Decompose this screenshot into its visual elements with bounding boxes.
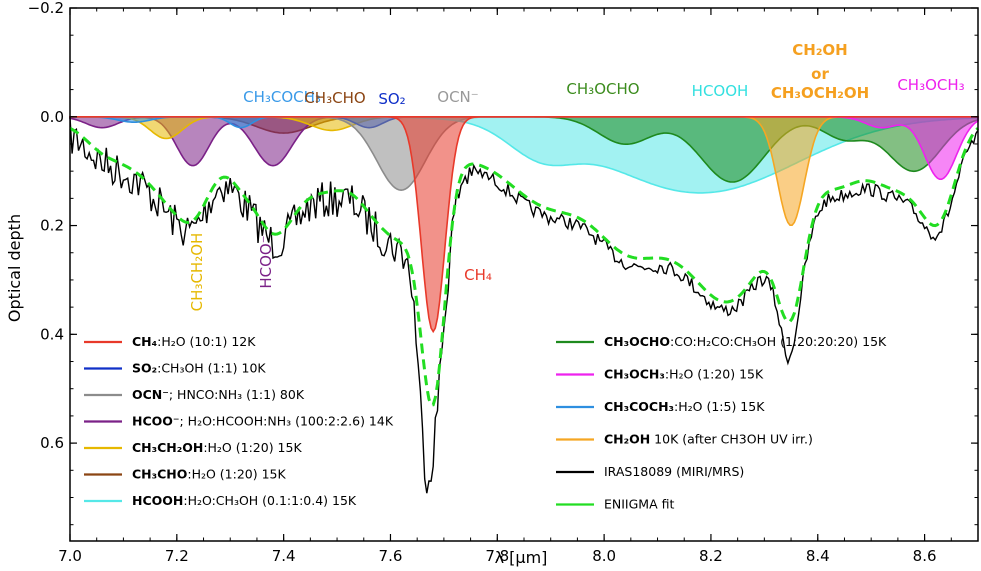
label-ch3och3: CH₃OCH₃	[897, 76, 964, 94]
fit-line	[69, 126, 980, 407]
legend-right-entry: ENIIGMA fit	[604, 497, 674, 512]
x-tick-label: 7.8	[485, 547, 509, 565]
legend-left-entry: CH₄:H₂O (10:1) 12K	[132, 334, 256, 349]
x-tick-label: 8.6	[913, 547, 937, 565]
label-ch3ch2oh: CH₃CH₂OH	[188, 233, 206, 312]
component-areas	[69, 115, 979, 334]
legend-right-entry: IRAS18089 (MIRI/MRS)	[604, 464, 744, 479]
y-tick-label: 0.2	[40, 217, 64, 235]
x-tick-label: 8.0	[592, 547, 616, 565]
label-ch3ocho: CH₃OCHO	[566, 80, 639, 98]
axis-ticks: 7.0 7.2 7.4 7.6 7.8 8.0 8.2 8.4 8.6 −0.2 0.0 0.2 0.4…	[28, 0, 979, 565]
spectrum-lines	[69, 117, 980, 494]
observed-spectrum-line	[69, 117, 979, 494]
label-ch4: CH₄	[464, 266, 492, 284]
y-axis-label: Optical depth	[5, 214, 24, 322]
x-tick-label: 8.2	[699, 547, 723, 565]
legend-left-entry: HCOOH:H₂O:CH₃OH (0.1:1:0.4) 15K	[132, 493, 357, 508]
legend-left-entry: SO₂:CH₃OH (1:1) 10K	[132, 361, 266, 376]
legend-left-entry: CH₃CH₂OH:H₂O (1:20) 15K	[132, 440, 302, 455]
legend-left-entry: HCOO⁻; H₂O:HCOOH:NH₃ (100:2:2.6) 14K	[132, 414, 394, 429]
y-tick-label: 0.6	[40, 434, 64, 452]
legend: CH₄:H₂O (10:1) 12K SO₂:CH₃OH (1:1) 10K OCN…	[84, 334, 887, 512]
x-axis-label: λ [μm]	[495, 548, 548, 567]
label-ch3cho: CH₃CHO	[304, 89, 365, 107]
legend-right-entry: CH₃OCH₃:H₂O (1:20) 15K	[604, 367, 764, 382]
label-so2: SO₂	[378, 90, 405, 108]
x-tick-label: 8.4	[806, 547, 830, 565]
y-tick-label: 0.4	[40, 325, 64, 343]
legend-left-entry: OCN⁻; HNCO:NH₃ (1:1) 80K	[132, 387, 305, 402]
legend-left-entry: CH₃CHO:H₂O (1:20) 15K	[132, 467, 287, 482]
legend-right-entry: CH₃OCHO:CO:H₂CO:CH₃OH (1:20:20:20) 15K	[604, 334, 887, 349]
x-tick-label: 7.2	[165, 547, 189, 565]
label-ch2oh-a: CH₂OH	[792, 41, 847, 59]
x-tick-label: 7.0	[58, 547, 82, 565]
label-ch3coch3: CH₃COCH₃	[243, 88, 321, 106]
y-tick-label: −0.2	[28, 0, 64, 17]
legend-right-entry: CH₂OH 10K (after CH3OH UV irr.)	[604, 432, 813, 447]
x-tick-label: 7.6	[379, 547, 403, 565]
label-hcoo: HCOO⁻	[257, 235, 275, 288]
label-ch2oh-c: CH₃OCH₂OH	[771, 84, 869, 102]
label-ch2oh-b: or	[811, 65, 829, 83]
label-hcooh: HCOOH	[692, 82, 749, 100]
x-tick-label: 7.4	[272, 547, 296, 565]
legend-right-entry: CH₃COCH₃:H₂O (1:5) 15K	[604, 399, 765, 414]
label-ocn: OCN⁻	[437, 88, 478, 106]
y-tick-label: 0.0	[40, 108, 64, 126]
area-ch4	[69, 115, 979, 334]
